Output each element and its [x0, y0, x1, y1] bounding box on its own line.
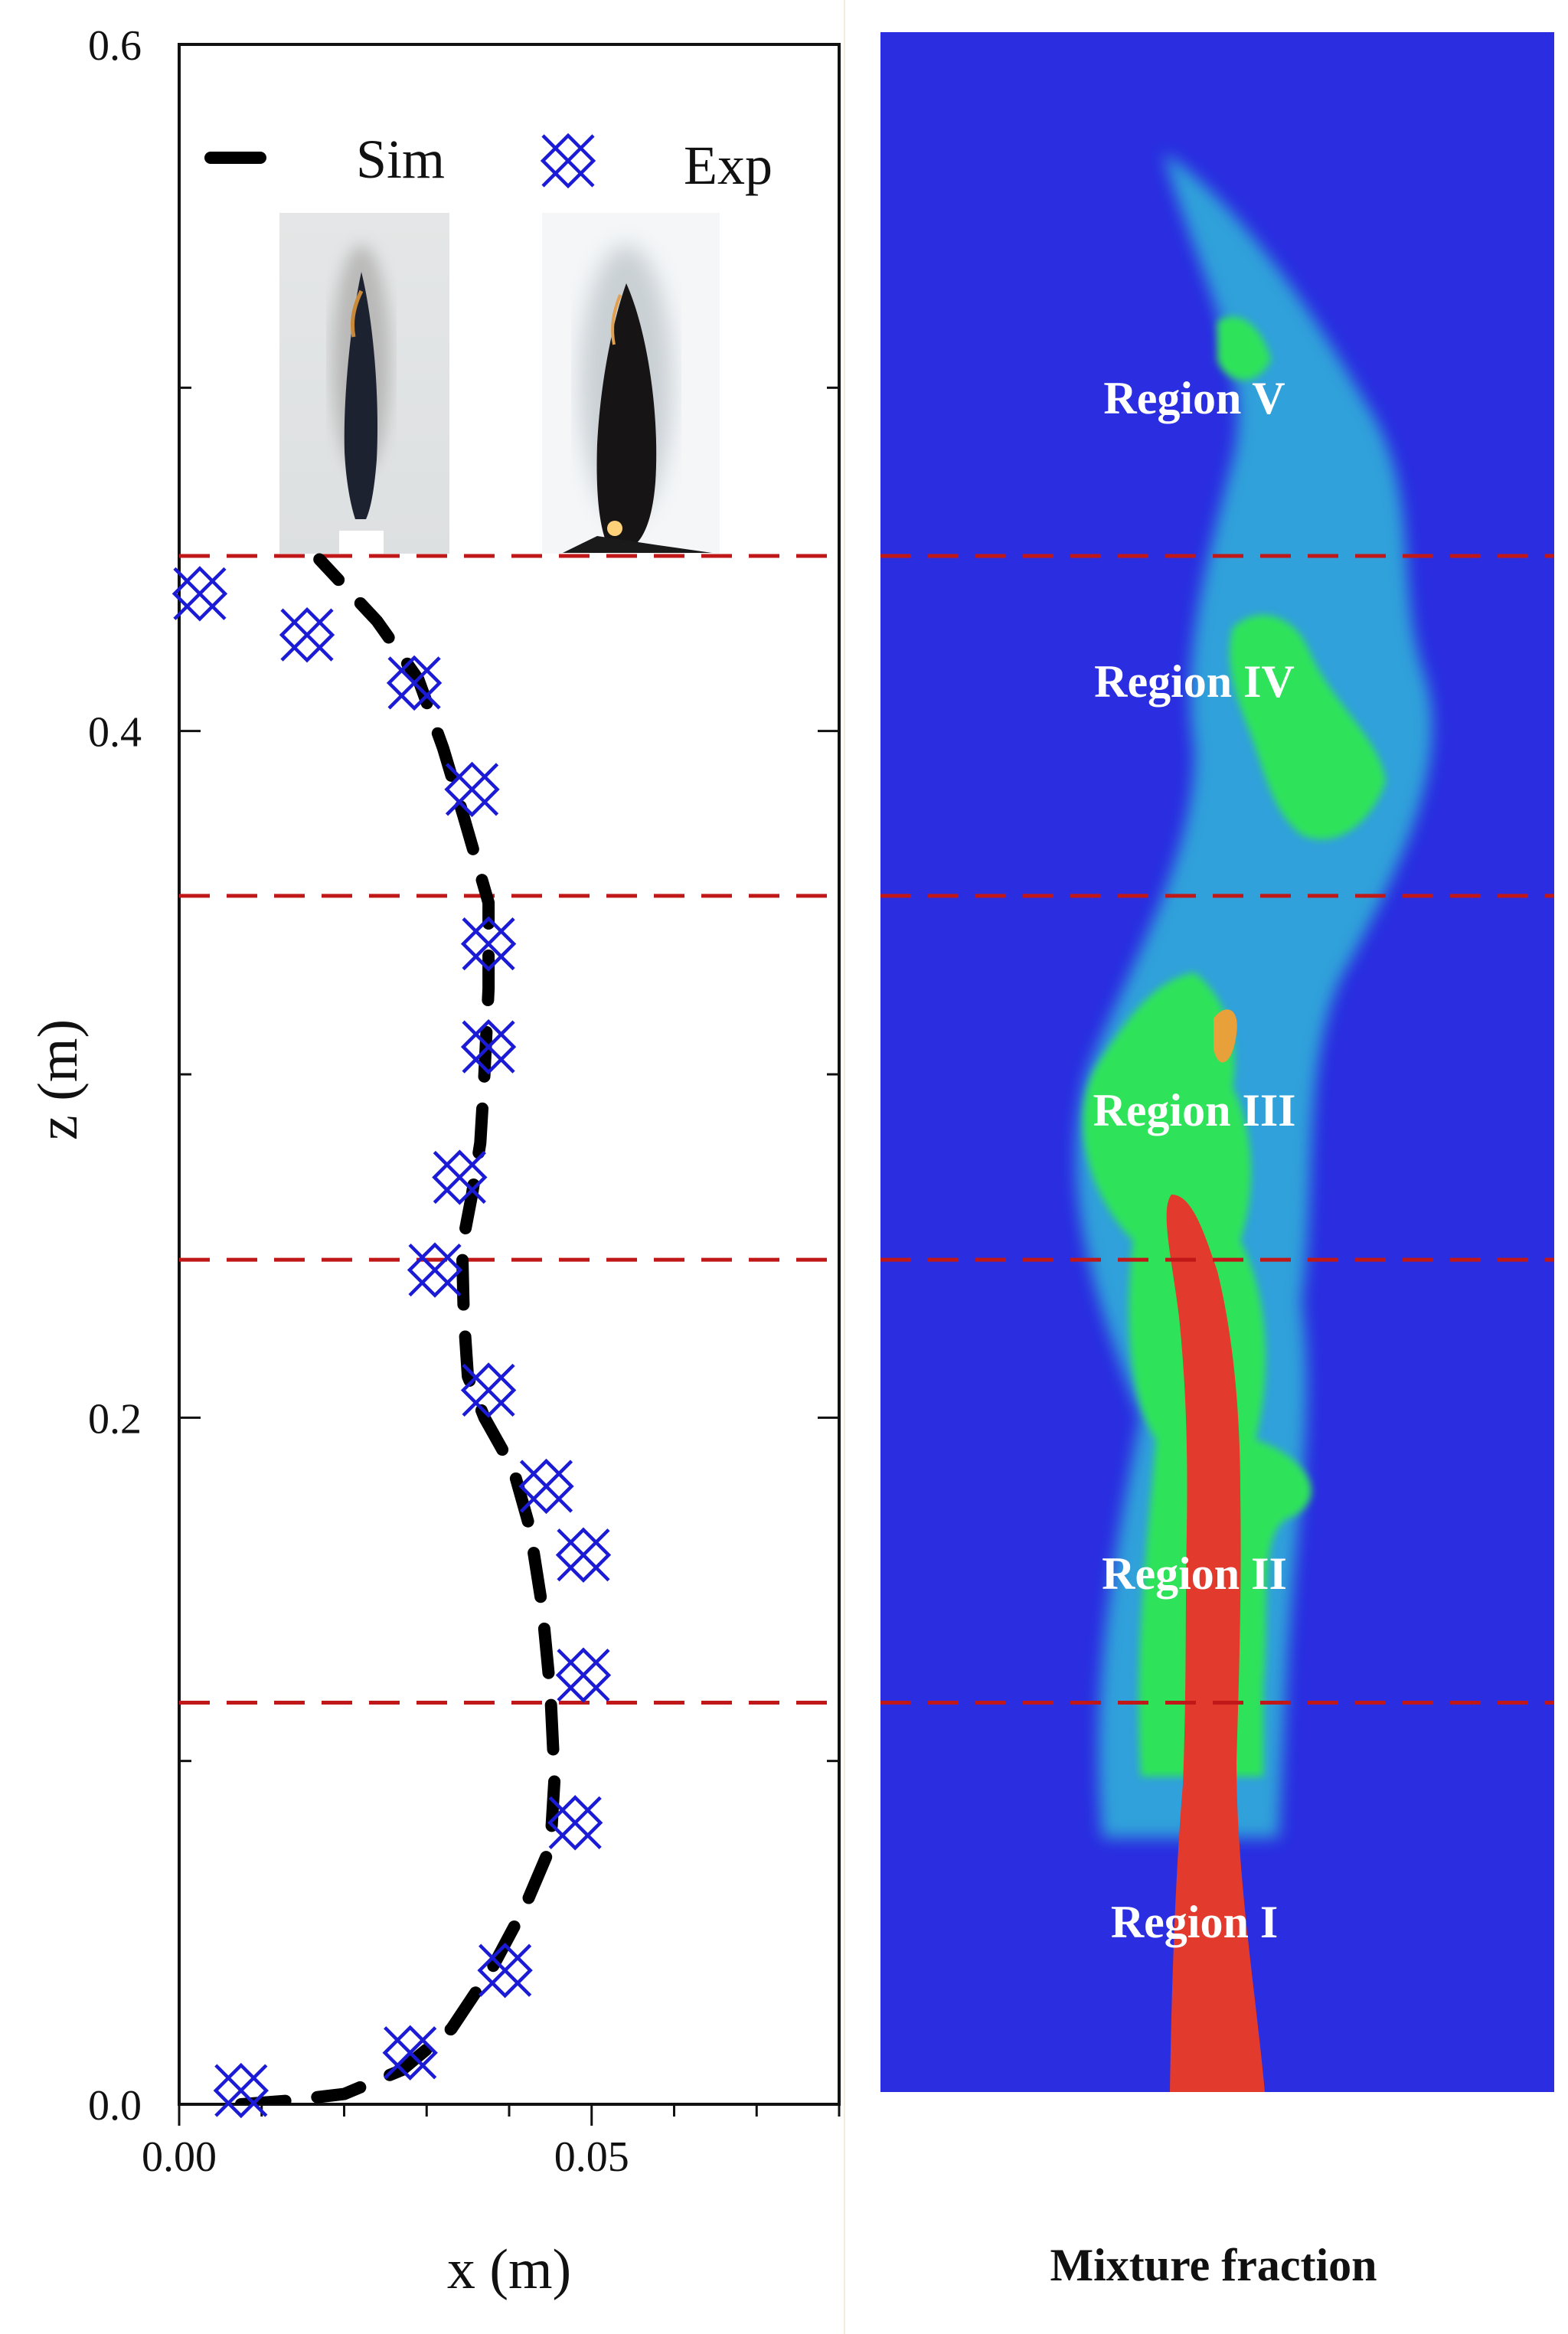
y-tick-label: 0.6 [88, 22, 142, 70]
exp-data-point [518, 1458, 574, 1515]
exp-data-point [382, 2025, 438, 2081]
exp-data-point [460, 916, 517, 972]
plot-frame [178, 43, 841, 2106]
y-tick-label: 0.4 [88, 709, 142, 757]
simulation-flame-photo [279, 213, 449, 554]
x-tick-label: 0.05 [554, 2133, 629, 2181]
x-axis-title: x (m) [447, 2238, 571, 2301]
exp-data-point [213, 2062, 269, 2119]
exp-data-point [279, 606, 335, 663]
exp-data-point [444, 761, 500, 818]
region-label-3: Region III [1093, 1085, 1295, 1136]
region-dividers-right [880, 554, 1554, 1705]
exp-data-point [432, 1149, 488, 1205]
x-tick-label: 0.00 [142, 2133, 217, 2181]
y-axis-title: z (m) [27, 1019, 90, 1140]
contour-caption: Mixture fraction [1050, 2240, 1377, 2290]
exp-data-point [460, 1018, 517, 1075]
region-label-2: Region II [1102, 1548, 1287, 1599]
experiment-flame-photo [542, 213, 720, 554]
exp-data-point [477, 1942, 533, 1999]
y-tick-label: 0.0 [88, 2082, 142, 2130]
region-dividers-left [179, 554, 839, 1705]
legend-exp-label: Exp [684, 135, 773, 196]
legend-sim-label: Sim [356, 129, 445, 190]
exp-data-point [555, 1647, 612, 1703]
plume-core-shoulder [1214, 1009, 1237, 1063]
exp-data-point [460, 1362, 517, 1418]
exp-data-point [547, 1795, 603, 1851]
legend: Sim Exp [204, 129, 773, 196]
axis-ticks: 0.0 0.2 0.4 0.6 0.00 0.05 [88, 22, 841, 2181]
exp-data-point [172, 566, 228, 622]
mixture-fraction-contour: Region V Region IV Region III Region II … [880, 32, 1554, 2290]
plume-core-zone [1166, 1195, 1265, 2092]
y-tick-label: 0.2 [88, 1395, 142, 1443]
exp-data-point [386, 655, 443, 711]
region-label-5: Region V [1103, 373, 1285, 423]
plot-area: 0.0 0.2 0.4 0.6 0.00 0.05 Sim Exp z (m) x (m) [27, 22, 841, 2301]
legend-exp-marker [540, 132, 596, 189]
legend-exp-marker-glyph [540, 132, 596, 189]
exp-data-point [407, 1242, 463, 1298]
sim-series-line [234, 553, 561, 2104]
exp-data-point [555, 1527, 612, 1583]
exp-series-markers [172, 566, 612, 2119]
region-label-4: Region IV [1094, 656, 1295, 707]
region-label-1: Region I [1111, 1897, 1278, 1947]
